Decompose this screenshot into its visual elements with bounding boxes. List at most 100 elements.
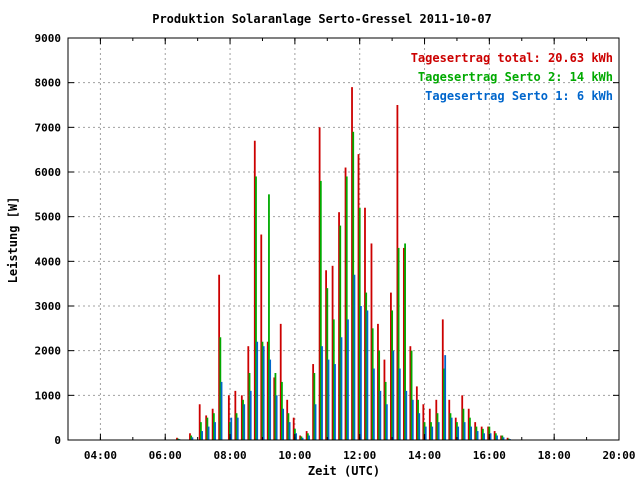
bar bbox=[391, 310, 394, 440]
y-axis-label: Leistung [W] bbox=[6, 197, 20, 284]
bar bbox=[398, 368, 401, 440]
bar bbox=[365, 292, 368, 440]
bar bbox=[325, 270, 327, 440]
bar bbox=[424, 426, 427, 440]
bar bbox=[177, 438, 180, 440]
bar bbox=[443, 368, 445, 440]
bar bbox=[383, 359, 386, 440]
bar bbox=[357, 154, 360, 440]
bar bbox=[266, 341, 269, 440]
bar bbox=[428, 408, 431, 440]
x-tick-label: 16:00 bbox=[473, 449, 506, 462]
bar bbox=[282, 408, 285, 440]
bar bbox=[502, 437, 505, 440]
bar bbox=[404, 243, 406, 440]
bar bbox=[345, 176, 348, 440]
y-tick-label: 6000 bbox=[35, 166, 62, 179]
bar bbox=[423, 422, 426, 440]
bar bbox=[340, 337, 343, 440]
bar bbox=[201, 431, 203, 440]
bar bbox=[247, 346, 250, 440]
bar bbox=[313, 373, 316, 440]
bar bbox=[206, 417, 209, 440]
bar bbox=[366, 310, 369, 440]
legend: Tagesertrag total: 20.63 kWh Tagesertrag … bbox=[411, 51, 613, 103]
chart-title: Produktion Solaranlage Serto-Gressel 201… bbox=[152, 12, 492, 26]
x-tick-label: 14:00 bbox=[408, 449, 441, 462]
bar bbox=[288, 422, 291, 440]
bar bbox=[327, 359, 330, 440]
bar bbox=[268, 194, 270, 440]
bar bbox=[253, 140, 256, 440]
bar bbox=[305, 431, 308, 440]
bar bbox=[176, 437, 178, 440]
bar bbox=[483, 433, 485, 440]
bars bbox=[176, 87, 511, 441]
bar bbox=[462, 408, 465, 440]
bar bbox=[405, 390, 408, 440]
bar bbox=[344, 167, 347, 441]
bar bbox=[236, 417, 239, 440]
y-tick-label: 5000 bbox=[35, 211, 62, 224]
bar bbox=[205, 415, 208, 440]
bar bbox=[248, 373, 251, 440]
bar bbox=[397, 247, 400, 440]
x-tick-label: 12:00 bbox=[343, 449, 376, 462]
bar bbox=[260, 234, 263, 440]
bar bbox=[189, 433, 191, 440]
bar bbox=[347, 319, 349, 440]
bar bbox=[370, 243, 373, 440]
legend-entry: Tagesertrag total: 20.63 kWh bbox=[411, 51, 613, 65]
bar bbox=[214, 422, 216, 440]
bar bbox=[444, 355, 447, 440]
bar bbox=[190, 435, 193, 440]
bar bbox=[319, 180, 322, 440]
bar bbox=[384, 381, 387, 440]
bar bbox=[470, 426, 473, 440]
bar bbox=[312, 364, 315, 440]
bar bbox=[364, 207, 366, 440]
bar bbox=[501, 435, 504, 440]
y-tick-label: 7000 bbox=[35, 121, 62, 134]
bar bbox=[308, 435, 310, 440]
bar bbox=[417, 399, 419, 440]
bar bbox=[198, 404, 201, 440]
axes bbox=[67, 37, 620, 441]
bar bbox=[461, 395, 464, 440]
bar bbox=[351, 87, 353, 440]
bar bbox=[353, 274, 356, 440]
bar bbox=[493, 431, 496, 440]
x-tick-label: 06:00 bbox=[149, 449, 182, 462]
bar bbox=[467, 408, 470, 440]
bar bbox=[457, 426, 460, 440]
bar bbox=[331, 265, 334, 440]
bar bbox=[273, 377, 276, 440]
bar bbox=[496, 435, 498, 440]
y-tick-label: 4000 bbox=[35, 255, 62, 268]
bar bbox=[500, 435, 503, 440]
bar bbox=[481, 428, 484, 440]
bar bbox=[235, 413, 238, 440]
bar bbox=[475, 426, 478, 440]
y-tick-label: 8000 bbox=[35, 77, 62, 90]
bar bbox=[332, 319, 335, 440]
bar bbox=[286, 399, 289, 440]
bar bbox=[418, 413, 421, 440]
bar bbox=[378, 350, 381, 440]
bar bbox=[242, 399, 244, 440]
bar bbox=[219, 337, 222, 440]
bar bbox=[371, 328, 374, 440]
bar bbox=[449, 413, 452, 440]
bar bbox=[435, 399, 438, 440]
bar bbox=[409, 346, 412, 440]
x-axis-label: Zeit (UTC) bbox=[308, 464, 380, 478]
bar bbox=[229, 422, 231, 440]
bar bbox=[396, 105, 399, 440]
y-tick-label: 1000 bbox=[35, 389, 62, 402]
x-tick-label: 04:00 bbox=[84, 449, 117, 462]
bar bbox=[360, 306, 362, 440]
bar bbox=[211, 408, 214, 440]
bar bbox=[227, 395, 230, 440]
plot-frame bbox=[67, 37, 620, 441]
bar bbox=[489, 433, 492, 440]
